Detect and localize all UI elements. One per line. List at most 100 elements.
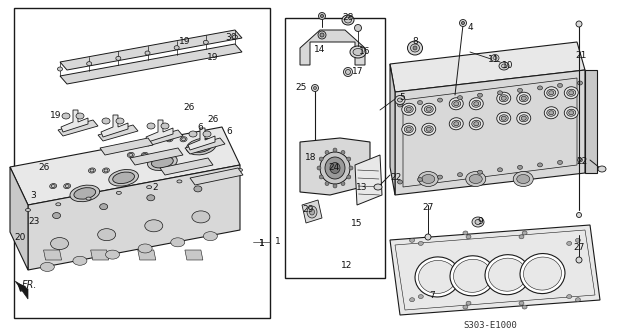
Ellipse shape [116,56,121,60]
Text: 17: 17 [352,67,364,76]
Ellipse shape [426,107,431,111]
Ellipse shape [171,238,185,247]
Ellipse shape [70,185,99,202]
Ellipse shape [112,172,134,184]
Ellipse shape [333,184,337,188]
Ellipse shape [147,195,155,201]
Ellipse shape [319,175,323,179]
Polygon shape [185,250,203,260]
Text: 18: 18 [305,153,317,162]
Ellipse shape [474,122,479,126]
Ellipse shape [86,197,91,200]
Text: 20: 20 [14,232,26,241]
Ellipse shape [564,87,578,99]
Ellipse shape [567,89,576,96]
Ellipse shape [498,91,502,95]
Ellipse shape [469,98,483,110]
Ellipse shape [478,93,482,97]
Text: 3: 3 [30,192,36,201]
Ellipse shape [519,235,524,239]
Ellipse shape [341,150,345,154]
Text: 27: 27 [422,204,434,212]
Ellipse shape [501,116,506,120]
Polygon shape [60,30,242,70]
Ellipse shape [489,258,526,291]
Ellipse shape [180,137,187,142]
Polygon shape [138,250,156,260]
Ellipse shape [466,172,486,187]
Ellipse shape [62,113,70,119]
Ellipse shape [98,229,116,241]
Text: 10: 10 [503,61,514,70]
Polygon shape [91,250,109,260]
Ellipse shape [186,138,216,155]
Ellipse shape [567,294,572,298]
Ellipse shape [354,25,361,32]
Ellipse shape [538,86,542,90]
Ellipse shape [51,185,55,188]
Ellipse shape [424,126,433,133]
Ellipse shape [567,241,572,245]
Ellipse shape [142,153,147,156]
Ellipse shape [524,257,561,290]
Ellipse shape [424,106,433,113]
Ellipse shape [521,116,526,120]
Ellipse shape [104,169,108,172]
Ellipse shape [203,40,208,44]
Ellipse shape [520,254,565,293]
Ellipse shape [409,298,414,302]
Polygon shape [44,250,61,260]
Ellipse shape [461,22,464,25]
Ellipse shape [402,123,416,135]
Ellipse shape [208,174,212,177]
Ellipse shape [418,172,438,187]
Text: 16: 16 [359,47,371,56]
Ellipse shape [406,107,411,111]
Bar [14,8,270,318]
Ellipse shape [452,120,461,127]
Ellipse shape [513,172,533,187]
Text: 22: 22 [576,157,587,167]
Ellipse shape [307,206,317,218]
Ellipse shape [463,305,468,309]
Ellipse shape [74,188,96,199]
Text: 8: 8 [412,38,418,46]
Ellipse shape [576,212,581,217]
Ellipse shape [402,103,416,115]
Ellipse shape [177,180,182,183]
Ellipse shape [87,62,92,66]
Ellipse shape [406,127,411,131]
Ellipse shape [517,175,530,184]
Polygon shape [190,168,243,185]
Ellipse shape [116,118,124,124]
Ellipse shape [346,69,351,74]
Ellipse shape [65,185,69,188]
Ellipse shape [452,100,461,107]
Ellipse shape [578,158,582,162]
Ellipse shape [475,219,481,224]
Ellipse shape [472,100,481,107]
Ellipse shape [418,101,422,105]
Ellipse shape [203,131,211,137]
Ellipse shape [472,217,484,227]
Ellipse shape [106,250,119,259]
Ellipse shape [485,255,530,295]
Ellipse shape [454,122,459,126]
Ellipse shape [519,115,528,122]
Ellipse shape [145,51,150,55]
Ellipse shape [569,91,574,95]
Text: 9: 9 [477,217,483,226]
Ellipse shape [422,103,436,115]
Ellipse shape [56,203,61,206]
Polygon shape [61,110,88,132]
Ellipse shape [129,153,132,156]
Ellipse shape [344,17,351,23]
Ellipse shape [418,178,422,182]
Ellipse shape [454,259,491,292]
Polygon shape [355,155,382,205]
Ellipse shape [463,231,468,235]
Ellipse shape [517,112,531,124]
Ellipse shape [342,15,354,25]
Text: 6: 6 [226,127,232,136]
Ellipse shape [148,154,178,171]
